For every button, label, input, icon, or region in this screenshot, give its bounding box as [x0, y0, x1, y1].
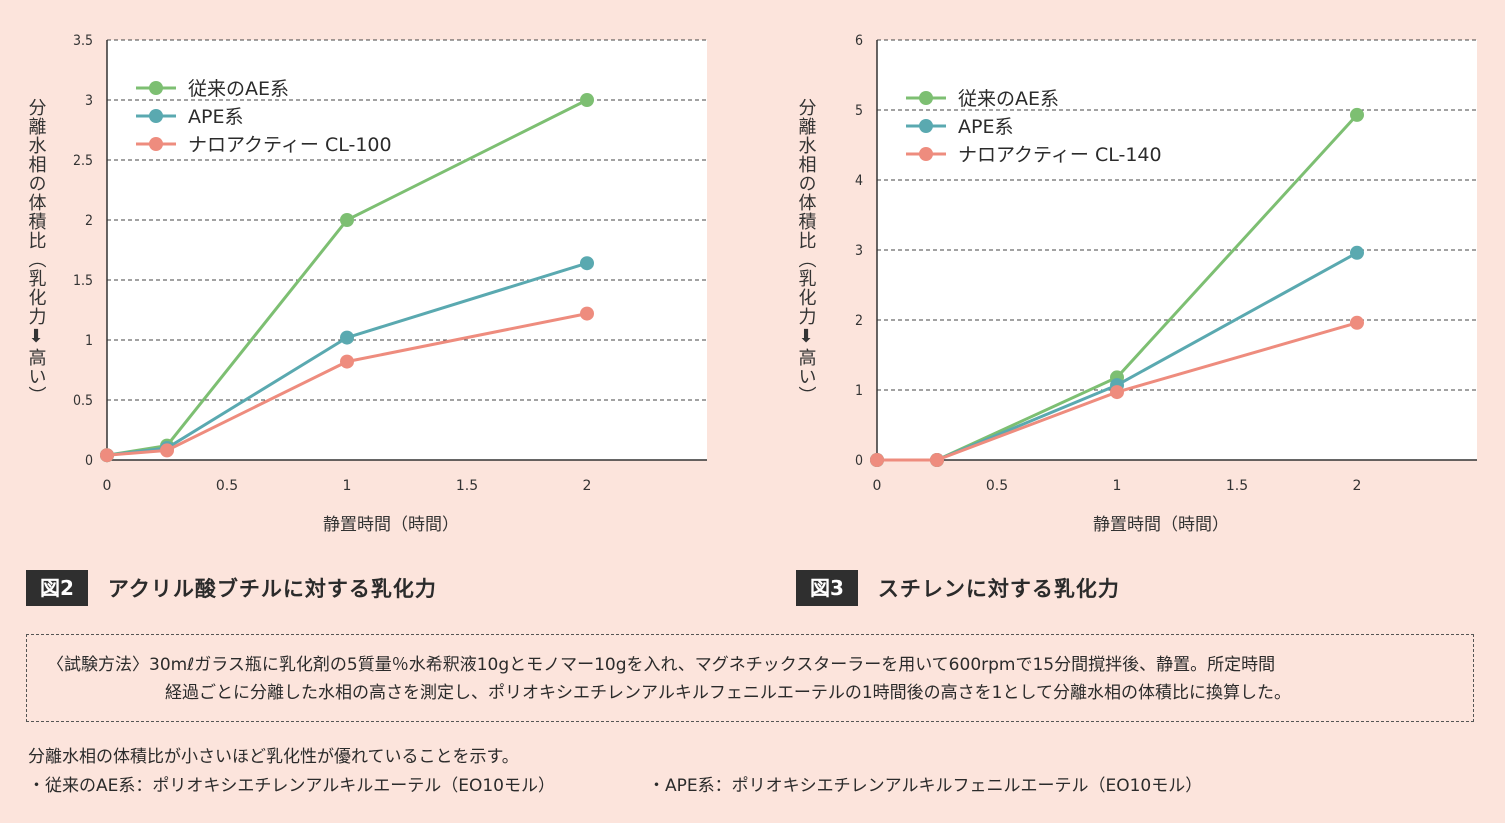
- fig2-legend-marker: [149, 137, 163, 151]
- fig3-legend-label: ナロアクティー CL-140: [958, 144, 1162, 166]
- fig3-series-line: [877, 321, 1358, 462]
- fig3-ytick-label: 1: [855, 383, 863, 399]
- fig3-legend-label: 従来のAE系: [958, 88, 1059, 110]
- fig3-legend-marker: [919, 119, 933, 133]
- fig2-legend-label: APE系: [188, 106, 243, 128]
- fig2-ytick-label: 3: [85, 93, 93, 109]
- fig3-xtick-label: 2: [1353, 478, 1362, 494]
- fig3-data-point: [1350, 245, 1364, 260]
- figure-2-caption: 図2 アクリル酸ブチルに対する乳化力: [26, 570, 437, 606]
- fig2-x-axis-label: 静置時間（時間）: [323, 515, 459, 535]
- fig2-xtick-label: 1.5: [456, 478, 478, 494]
- fig2-ytick-label: 1.5: [73, 273, 93, 289]
- figure-3-caption: 図3 スチレンに対する乳化力: [796, 570, 1120, 606]
- fig2-ytick-label: 0.5: [73, 393, 93, 409]
- note-ae: ・従来のAE系：ポリオキシエチレンアルキルエーテル（EO10モル）: [28, 776, 555, 796]
- fig3-xtick-label: 1: [1113, 478, 1122, 494]
- fig3-data-point: [930, 453, 944, 467]
- fig2-plot-area: [107, 40, 707, 460]
- fig2-xtick-label: 2: [583, 478, 592, 494]
- fig3-ytick-label: 0: [855, 453, 863, 469]
- fig3-y-axis-label: 分離水相の体積比（乳化力⬇高い）: [796, 98, 817, 405]
- fig3-ytick-label: 4: [855, 173, 863, 189]
- fig2-legend-label: 従来のAE系: [188, 78, 289, 100]
- fig2-data-point: [580, 306, 594, 321]
- fig2-data-point: [100, 448, 114, 463]
- fig2-ytick-label: 2: [85, 213, 93, 229]
- figure-2-number: 図2: [26, 570, 88, 606]
- note-summary: 分離水相の体積比が小さいほど乳化性が優れていることを示す。: [28, 747, 519, 767]
- fig3-data-point: [1350, 107, 1364, 122]
- fig3-chart: 0 1 2 3 4 5 6 0 0.5 1 1.5 2 静置時間（時間） 分離水相の体積比（乳化力⬇高い）…: [796, 33, 1477, 535]
- fig3-legend-marker: [919, 91, 933, 105]
- fig2-y-axis-label: 分離水相の体積比（乳化力⬇高い）: [26, 98, 47, 405]
- fig3-ytick-label: 3: [855, 243, 863, 259]
- fig3-xtick-label: 1.5: [1226, 478, 1248, 494]
- charts-canvas: 0 0.5 1 1.5 2 2.5 3 3.5 0 0.5 1 1.5 2 静置時間（時間） 分離水相の体積…: [26, 33, 1477, 535]
- figure-3-number: 図3: [796, 570, 858, 606]
- test-method-line-1: 〈試験方法〉30mℓガラス瓶に乳化剤の5質量％水希釈液10gとモノマー10gを入…: [47, 655, 1276, 675]
- fig2-legend-marker: [149, 81, 163, 95]
- test-method-line-2: 経過ごとに分離した水相の高さを測定し、ポリオキシエチレンアルキルフェニルエーテル…: [165, 683, 1291, 703]
- fig2-chart: 0 0.5 1 1.5 2 2.5 3 3.5 0 0.5 1 1.5 2 静置時間（時間） 分離水相の体積…: [26, 33, 707, 535]
- fig3-xtick-label: 0: [873, 478, 882, 494]
- fig3-ytick-label: 5: [855, 103, 863, 119]
- fig3-legend-label: APE系: [958, 116, 1013, 138]
- fig3-data-point: [870, 453, 884, 467]
- note-ape: ・APE系：ポリオキシエチレンアルキルフェニルエーテル（EO10モル）: [648, 776, 1203, 796]
- fig2-legend-label: ナロアクティー CL-100: [188, 134, 392, 156]
- fig2-xtick-label: 0.5: [216, 478, 238, 494]
- fig2-data-point: [580, 256, 594, 271]
- fig3-legend-marker: [919, 147, 933, 161]
- test-method-box: 〈試験方法〉30mℓガラス瓶に乳化剤の5質量％水希釈液10gとモノマー10gを入…: [26, 634, 1474, 722]
- fig2-legend-marker: [149, 109, 163, 123]
- fig2-ytick-label: 3.5: [73, 33, 93, 49]
- figure-3-title: スチレンに対する乳化力: [877, 577, 1120, 601]
- fig2-data-point: [340, 330, 354, 345]
- fig3-ytick-label: 2: [855, 313, 863, 329]
- fig3-data-point: [1350, 315, 1364, 330]
- fig3-x-axis-label: 静置時間（時間）: [1093, 515, 1229, 535]
- fig3-ytick-label: 6: [855, 33, 863, 49]
- fig2-data-point: [340, 354, 354, 369]
- fig2-data-point: [160, 443, 174, 458]
- fig2-series-line: [106, 312, 588, 457]
- fig2-ytick-label: 0: [85, 453, 93, 469]
- fig2-xtick-label: 1: [343, 478, 352, 494]
- fig2-ytick-label: 2.5: [73, 153, 93, 169]
- figure-2-title: アクリル酸ブチルに対する乳化力: [107, 577, 437, 601]
- fig3-data-point: [1110, 385, 1124, 400]
- fig2-data-point: [580, 93, 594, 107]
- fig2-xtick-label: 0: [103, 478, 112, 494]
- fig2-ytick-label: 1: [85, 333, 93, 349]
- fig2-data-point: [340, 213, 354, 227]
- fig3-xtick-label: 0.5: [986, 478, 1008, 494]
